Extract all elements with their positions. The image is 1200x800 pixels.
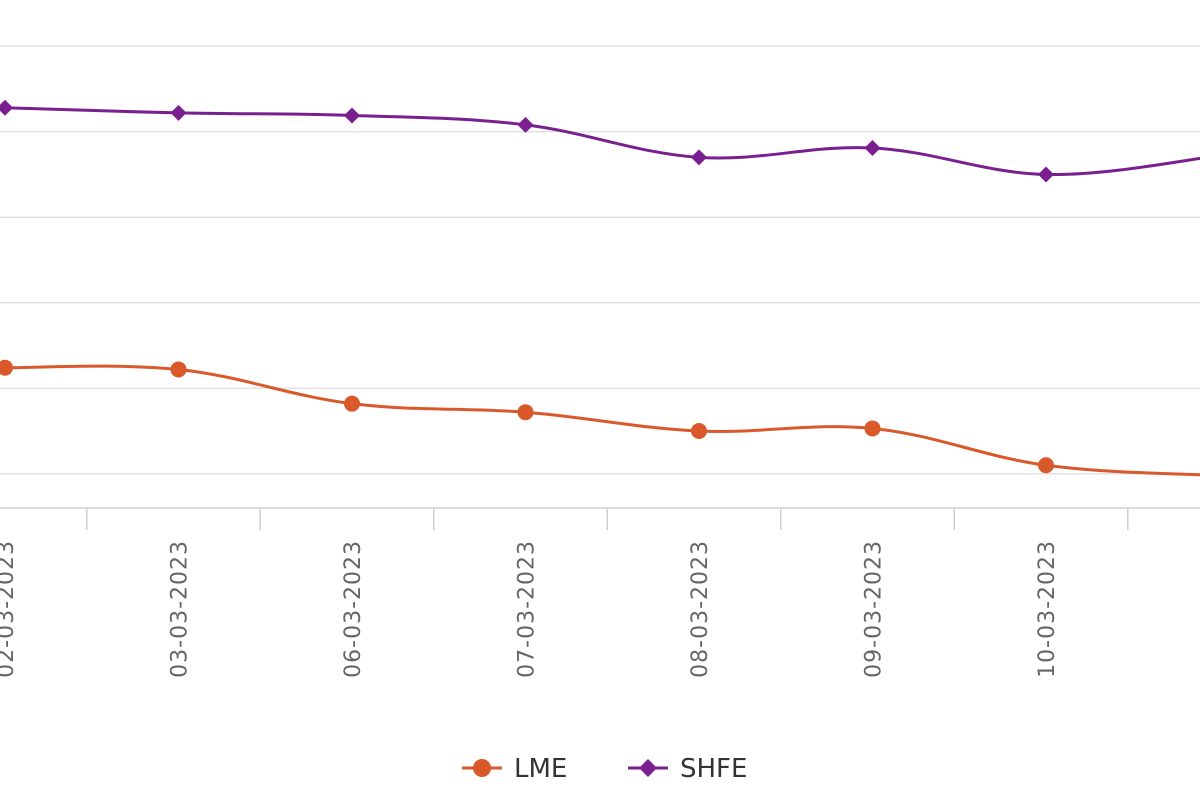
x-tick-label-1: 03-03-2023 xyxy=(168,540,193,678)
gridlines xyxy=(0,45,1200,475)
x-tick-label-6: 10-03-2023 xyxy=(1035,540,1060,678)
legend-item-shfe[interactable]: SHFE xyxy=(628,754,747,784)
x-tick-label-0: 02-03-2023 xyxy=(0,540,19,678)
point-shfe-1 xyxy=(170,104,187,121)
point-lme-6 xyxy=(1038,457,1054,474)
legend-label-shfe: SHFE xyxy=(680,754,747,784)
legend[interactable]: LME SHFE xyxy=(462,754,747,784)
series-line-lme xyxy=(3,364,1200,477)
series-line-shfe xyxy=(3,106,1200,176)
point-shfe-2 xyxy=(344,107,360,124)
x-tick-label-4: 08-03-2023 xyxy=(688,540,713,678)
point-shfe-3 xyxy=(517,116,534,133)
x-tick-label-2: 06-03-2023 xyxy=(341,540,366,678)
point-lme-1 xyxy=(170,361,187,378)
x-tick-labels: 02-03-2023 03-03-2023 06-03-2023 07-03-2023… xyxy=(0,540,1060,678)
point-lme-4 xyxy=(691,423,707,440)
legend-marker-lme xyxy=(473,759,491,777)
point-shfe-6 xyxy=(1038,166,1054,183)
legend-marker-shfe xyxy=(639,759,657,777)
x-axis xyxy=(0,507,1200,530)
point-lme-5 xyxy=(864,420,881,437)
point-shfe-5 xyxy=(864,139,881,156)
series-group xyxy=(0,99,1200,477)
point-shfe-4 xyxy=(691,149,707,166)
x-tick-label-5: 09-03-2023 xyxy=(862,540,887,678)
point-lme-3 xyxy=(517,404,534,421)
point-shfe-0 xyxy=(0,99,13,116)
legend-label-lme: LME xyxy=(514,754,567,784)
point-lme-0 xyxy=(0,359,13,376)
legend-item-lme[interactable]: LME xyxy=(462,754,567,784)
point-lme-2 xyxy=(344,395,360,412)
x-tick-label-3: 07-03-2023 xyxy=(515,540,540,678)
